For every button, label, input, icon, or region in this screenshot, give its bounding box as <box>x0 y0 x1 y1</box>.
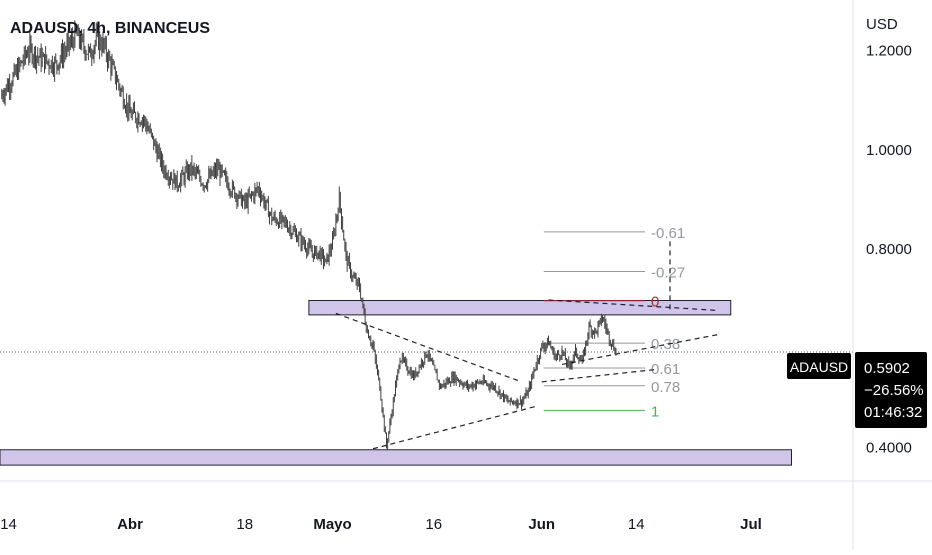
fib-level-label-1: -0.27 <box>651 264 685 281</box>
trendline-2[interactable] <box>541 368 657 383</box>
symbol-tag-label: ADAUSD <box>790 359 848 375</box>
time-axis-tick-7: Jul <box>740 516 762 533</box>
trendline-0[interactable] <box>335 312 522 383</box>
fib-level-label-6: 1 <box>651 403 659 420</box>
fib-level-label-3: 0.38 <box>651 336 680 353</box>
time-axis-tick-1: Abr <box>117 516 143 533</box>
fib-level-label-2: 0 <box>651 294 659 311</box>
last-price-box <box>855 352 927 428</box>
trendline-1[interactable] <box>372 406 536 450</box>
bar-countdown: 01:46:32 <box>864 404 922 421</box>
time-axis-tick-3: Mayo <box>313 516 351 533</box>
price-axis-tick-0: 1.2000 <box>866 43 912 60</box>
price-axis-unit: USD <box>866 16 898 33</box>
symbol-tag <box>787 353 851 379</box>
time-axis-tick-5: Jun <box>528 516 555 533</box>
trendlines-layer <box>335 240 718 450</box>
time-axis-tick-4: 16 <box>425 516 442 533</box>
price-axis-tick-2: 0.8000 <box>866 241 912 258</box>
fib-level-label-4: 0.61 <box>651 361 680 378</box>
chart-title: ADAUSD, 4h, BINANCEUS <box>10 20 211 37</box>
zones-layer <box>0 300 792 466</box>
price-labels-layer: ADAUSD 0.5902 −26.56% 01:46:32 <box>787 352 927 428</box>
fib-level-label-5: 0.78 <box>651 379 680 396</box>
time-axis-tick-6: 14 <box>628 516 645 533</box>
price-axis-tick-3: 0.4000 <box>866 439 912 456</box>
trendline-4[interactable] <box>548 299 718 312</box>
time-axis-tick-2: 18 <box>236 516 253 533</box>
fibonacci-layer: -0.61 -0.27 0 0.38 0.610.78 1 <box>543 225 685 420</box>
time-axis-tick-0: 14 <box>0 516 17 533</box>
last-price-change: −26.56% <box>864 382 924 399</box>
price-axis-tick-1: 1.0000 <box>866 142 912 159</box>
fib-level-label-0: -0.61 <box>651 225 685 242</box>
zone-rect-1[interactable] <box>0 449 792 466</box>
last-price-value: 0.5902 <box>864 360 910 377</box>
zone-rect-0[interactable] <box>308 300 732 316</box>
candles-layer <box>1 20 617 450</box>
